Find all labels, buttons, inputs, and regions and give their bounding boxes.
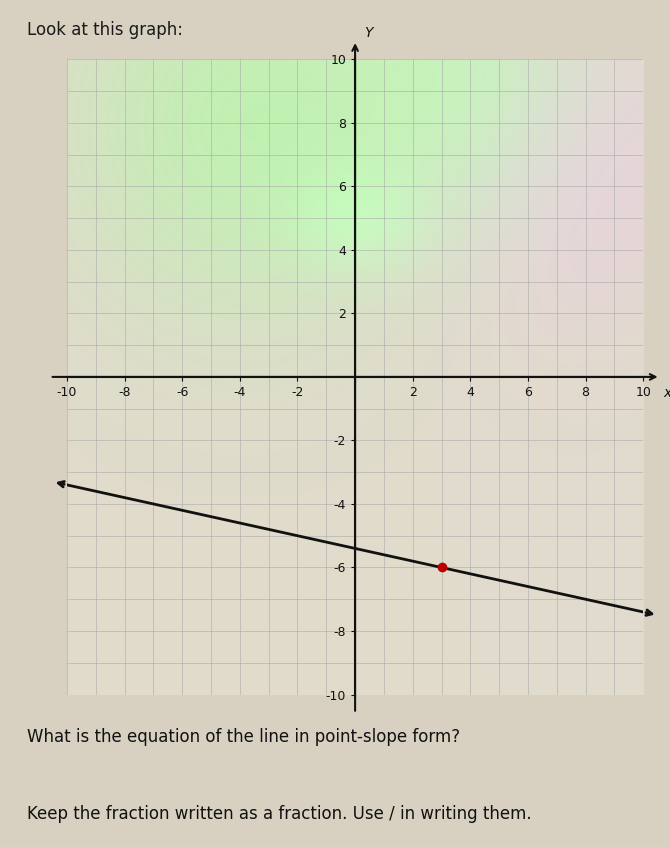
Text: Look at this graph:: Look at this graph: (27, 21, 183, 39)
Text: Keep the fraction written as a fraction. Use / in writing them.: Keep the fraction written as a fraction.… (27, 805, 531, 822)
Text: What is the equation of the line in point-slope form?: What is the equation of the line in poin… (27, 728, 460, 746)
Text: Y: Y (364, 26, 373, 40)
Text: x: x (663, 386, 670, 401)
